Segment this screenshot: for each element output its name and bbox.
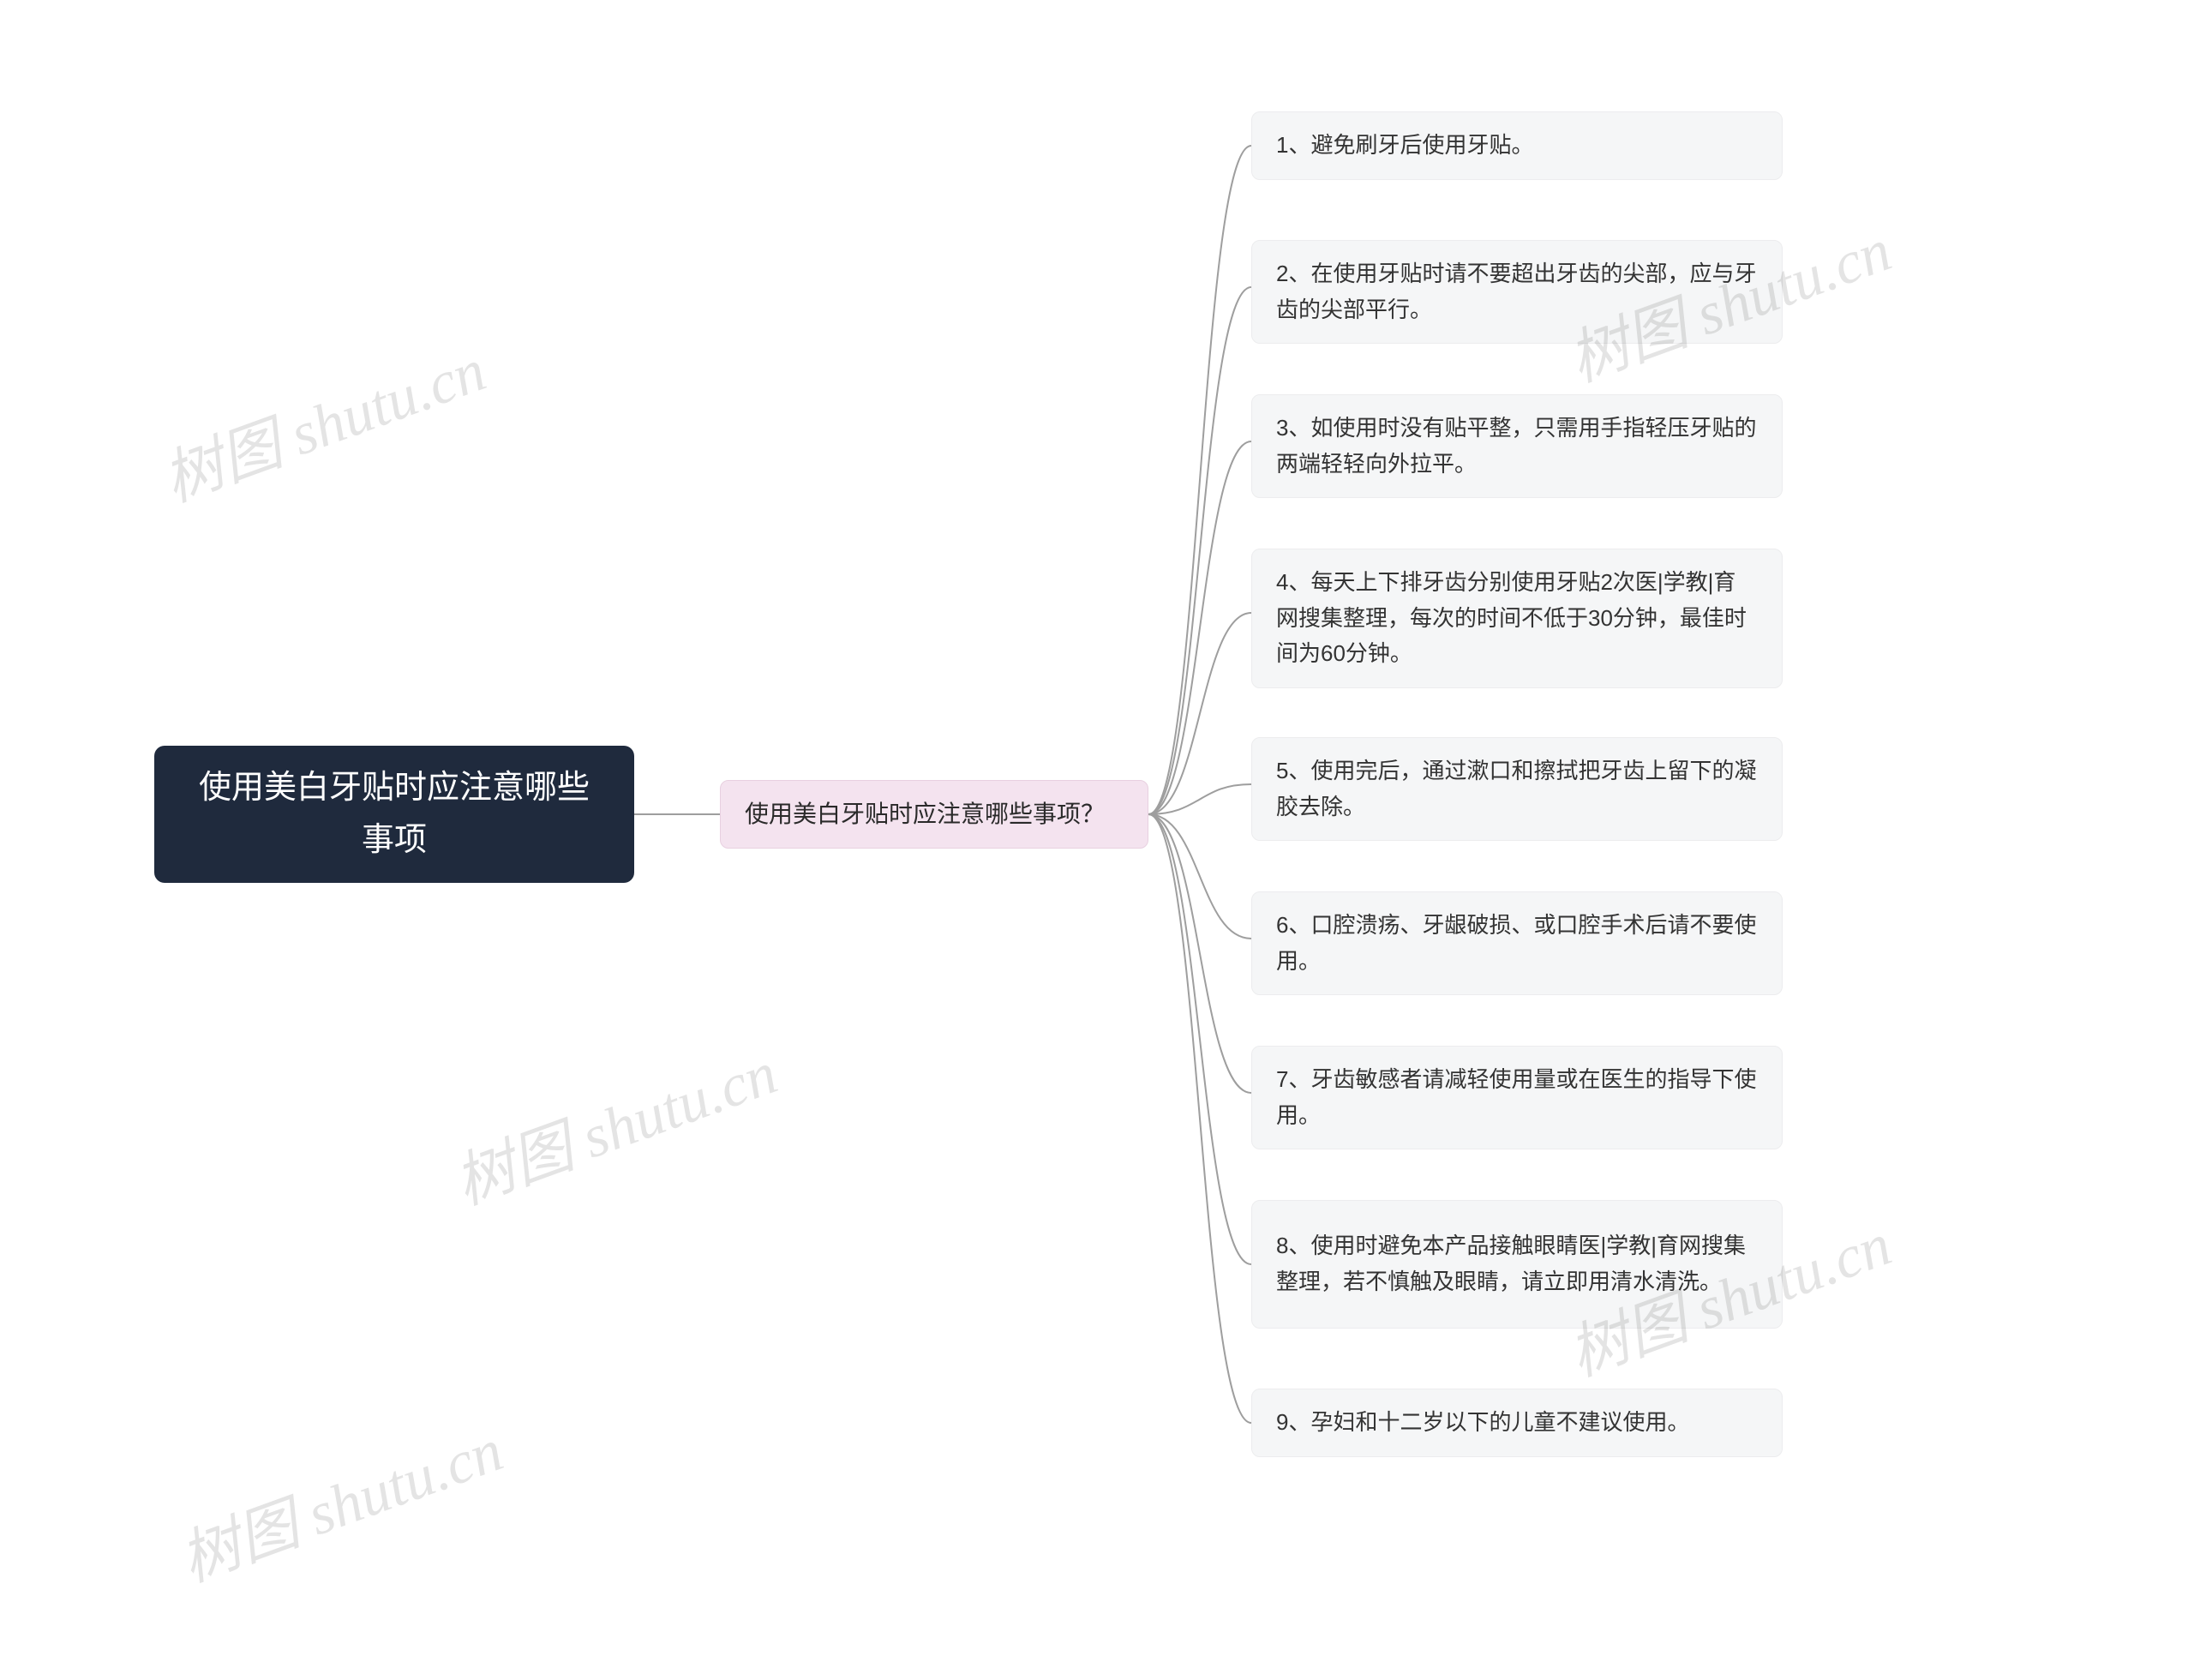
mindmap-canvas: 使用美白牙贴时应注意哪些事项 使用美白牙贴时应注意哪些事项？ 1、避免刷牙后使用… [0, 0, 2194, 1680]
leaf-node-1[interactable]: 1、避免刷牙后使用牙贴。 [1251, 111, 1783, 180]
leaf-node-2[interactable]: 2、在使用牙贴时请不要超出牙齿的尖部，应与牙齿的尖部平行。 [1251, 240, 1783, 344]
leaf-label: 7、牙齿敏感者请减轻使用量或在医生的指导下使用。 [1276, 1062, 1758, 1133]
leaf-node-6[interactable]: 6、口腔溃疡、牙龈破损、或口腔手术后请不要使用。 [1251, 891, 1783, 995]
leaf-label: 3、如使用时没有贴平整，只需用手指轻压牙贴的两端轻轻向外拉平。 [1276, 411, 1758, 482]
leaf-node-5[interactable]: 5、使用完后，通过漱口和擦拭把牙齿上留下的凝胶去除。 [1251, 737, 1783, 841]
leaf-node-4[interactable]: 4、每天上下排牙齿分别使用牙贴2次医|学教|育网搜集整理，每次的时间不低于30分… [1251, 549, 1783, 688]
leaf-node-3[interactable]: 3、如使用时没有贴平整，只需用手指轻压牙贴的两端轻轻向外拉平。 [1251, 394, 1783, 498]
leaf-node-9[interactable]: 9、孕妇和十二岁以下的儿童不建议使用。 [1251, 1389, 1783, 1457]
mid-node[interactable]: 使用美白牙贴时应注意哪些事项？ [720, 780, 1148, 849]
leaf-node-8[interactable]: 8、使用时避免本产品接触眼睛医|学教|育网搜集整理，若不慎触及眼睛，请立即用清水… [1251, 1200, 1783, 1329]
leaf-label: 4、每天上下排牙齿分别使用牙贴2次医|学教|育网搜集整理，每次的时间不低于30分… [1276, 565, 1758, 672]
leaf-label: 8、使用时避免本产品接触眼睛医|学教|育网搜集整理，若不慎触及眼睛，请立即用清水… [1276, 1228, 1758, 1299]
watermark: 树图 shutu.cn [150, 322, 496, 519]
leaf-label: 9、孕妇和十二岁以下的儿童不建议使用。 [1276, 1405, 1689, 1441]
leaf-label: 6、口腔溃疡、牙龈破损、或口腔手术后请不要使用。 [1276, 908, 1758, 979]
root-node[interactable]: 使用美白牙贴时应注意哪些事项 [154, 746, 634, 883]
leaf-label: 2、在使用牙贴时请不要超出牙齿的尖部，应与牙齿的尖部平行。 [1276, 256, 1758, 327]
leaf-label: 1、避免刷牙后使用牙贴。 [1276, 128, 1533, 164]
root-label: 使用美白牙贴时应注意哪些事项 [189, 762, 600, 867]
watermark: 树图 shutu.cn [167, 1402, 513, 1599]
leaf-node-7[interactable]: 7、牙齿敏感者请减轻使用量或在医生的指导下使用。 [1251, 1046, 1783, 1149]
watermark: 树图 shutu.cn [441, 1025, 788, 1221]
mid-label: 使用美白牙贴时应注意哪些事项？ [745, 795, 1105, 834]
leaf-label: 5、使用完后，通过漱口和擦拭把牙齿上留下的凝胶去除。 [1276, 753, 1758, 825]
